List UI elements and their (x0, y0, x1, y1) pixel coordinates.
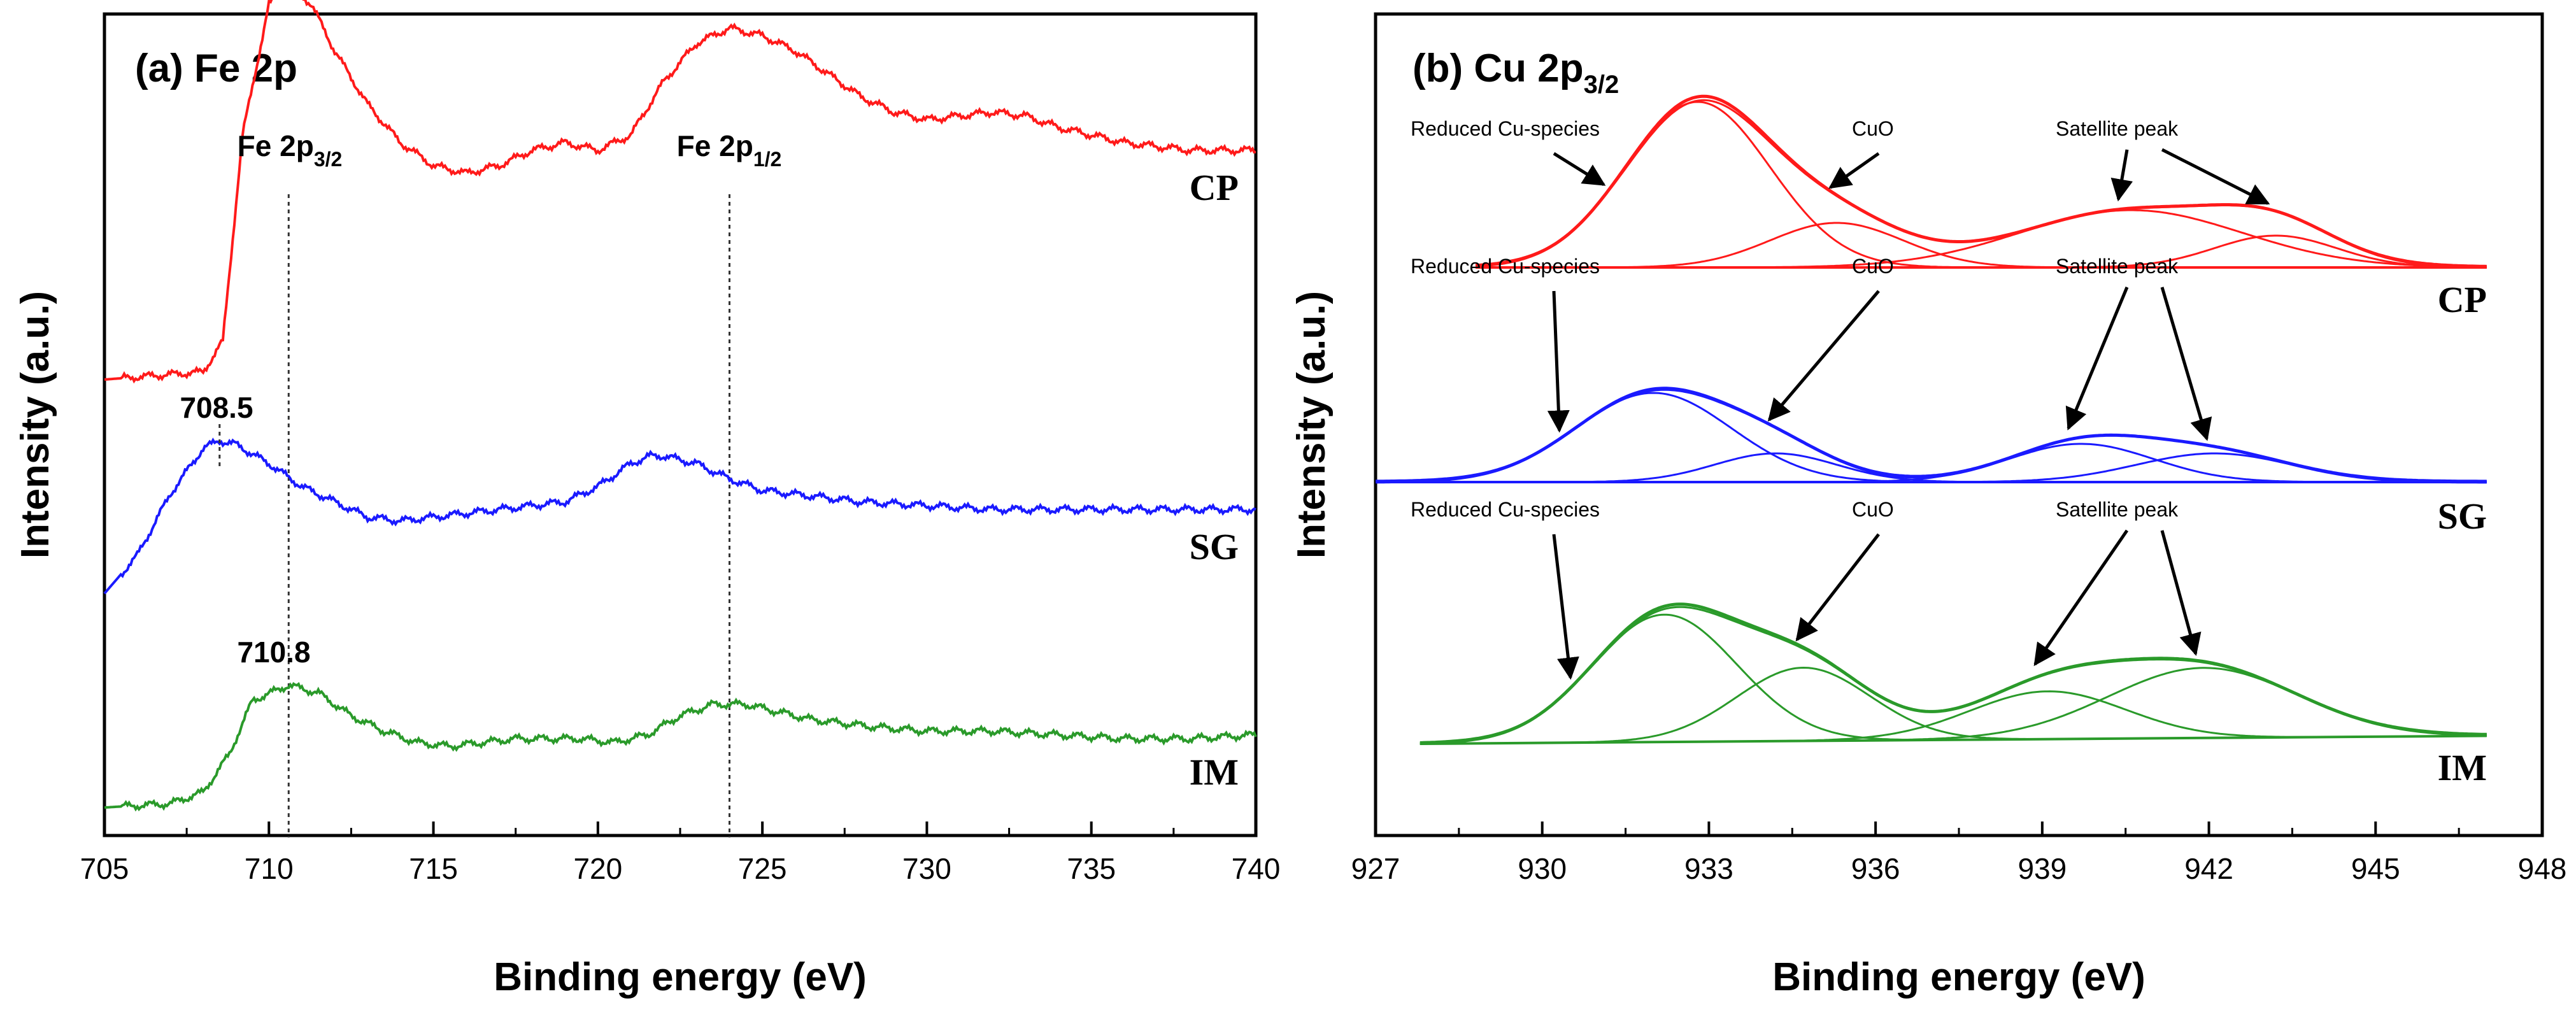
arrow-reduced-cu-species (1547, 290, 1570, 433)
x-tick-label-b: 939 (2017, 852, 2067, 885)
x-tick-label-b: 948 (2518, 852, 2567, 885)
x-tick-label-a: 715 (409, 852, 458, 885)
cu-component-cp-0 (1475, 101, 2487, 269)
arrow-cuo (1767, 290, 1880, 422)
x-axis-ticks-a: 705 710 715 720 725 730 735 740 (80, 821, 1281, 885)
x-tick-label-b: 933 (1684, 852, 1733, 885)
x-tick-label-a: 705 (80, 852, 129, 885)
peak-reference-labels: Fe 2p3/2 Fe 2p1/2 (238, 129, 782, 171)
cu-fit-group-sg (1375, 387, 2487, 484)
label-satellite-peak: Satellite peak (2056, 117, 2179, 140)
fe-curve-cp (104, 0, 1256, 384)
arrow-reduced-cu-species (1553, 152, 1606, 187)
arrow-cuo (1795, 533, 1880, 642)
cu-component-annotations: Reduced Cu-species CuO Satellite peak Reduc… (1411, 117, 2270, 680)
cu-envelope-im (1420, 602, 2487, 745)
x-tick-label-a: 735 (1067, 852, 1116, 885)
x-tick-label-b: 927 (1351, 852, 1400, 885)
sample-label-cp: CP (1190, 167, 1239, 208)
label-satellite-peak: Satellite peak (2056, 498, 2179, 521)
x-tick-label-b: 942 (2184, 852, 2233, 885)
y-axis-label-b: Intensity (a.u.) (1290, 291, 1334, 558)
x-tick-label-a: 730 (902, 852, 951, 885)
sample-label-im: IM (1190, 751, 1239, 793)
arrow-satellite-1 (2033, 529, 2129, 667)
sample-labels-b: CP SG IM (2438, 279, 2487, 788)
cu-fit-group-im (1420, 602, 2487, 745)
x-tick-label-b: 945 (2351, 852, 2400, 885)
x-tick-label-a: 710 (245, 852, 294, 885)
fe-series-curves (103, 0, 1257, 812)
arrow-satellite-1 (2065, 287, 2129, 430)
sample-labels-a: CP SG IM (1190, 167, 1239, 793)
y-axis-label-a: Intensity (a.u.) (13, 291, 57, 558)
cu-component-cp-3 (1476, 234, 2487, 269)
x-tick-label-b: 930 (1518, 852, 1567, 885)
label-reduced-cu-species: Reduced Cu-species (1411, 498, 1600, 521)
label-satellite-peak: Satellite peak (2056, 255, 2179, 278)
peak-reference-label: Fe 2p1/2 (677, 129, 782, 171)
arrow-satellite-2 (2161, 148, 2270, 205)
label-cuo: CuO (1852, 255, 1894, 278)
x-tick-label-a: 725 (738, 852, 787, 885)
peak-reference-lines (287, 194, 730, 837)
panel-title-a: (a) Fe 2p (135, 46, 297, 90)
label-reduced-cu-species: Reduced Cu-species (1411, 255, 1600, 278)
fe-curve-sg (103, 437, 1256, 595)
panel-cu-2p: (b) Cu 2p3/2 927 930 933 936 939 942 945 948 Re… (1290, 12, 2567, 999)
arrow-cuo (1828, 152, 1880, 189)
sample-label-cp: CP (2438, 279, 2487, 320)
arrow-satellite-2 (2160, 530, 2202, 657)
x-tick-label-a: 720 (573, 852, 622, 885)
arrow-satellite-2 (2160, 287, 2212, 441)
sample-label-sg: SG (1190, 526, 1239, 567)
sample-label-sg: SG (2438, 495, 2487, 537)
label-cuo: CuO (1852, 498, 1894, 521)
fe-curve-im (104, 681, 1257, 812)
label-reduced-cu-species: Reduced Cu-species (1411, 117, 1600, 140)
cu-series-fits (1375, 94, 2487, 745)
arrow-satellite-1 (2110, 149, 2133, 202)
cu-fit-cp (1475, 99, 2487, 267)
cu-envelope-sg (1375, 387, 2487, 484)
panel-fe-2p: (a) Fe 2p 705 710 715 720 725 730 735 740 710.8… (13, 0, 1280, 999)
arrow-reduced-cu-species (1552, 534, 1579, 680)
label-cuo: CuO (1852, 117, 1894, 140)
x-axis-ticks-b: 927 930 933 936 939 942 945 948 (1351, 821, 2567, 885)
peak-reference-label: Fe 2p3/2 (238, 129, 343, 171)
x-tick-label-a: 740 (1232, 852, 1281, 885)
cu-envelope-cp (1475, 94, 2487, 269)
x-axis-label-b: Binding energy (eV) (1772, 955, 2145, 999)
cu-fit-group-cp (1475, 94, 2487, 269)
peak-value-label: 710.8 (237, 636, 310, 669)
sample-label-im: IM (2438, 747, 2487, 788)
cu-fit-sg (1375, 388, 2487, 482)
cu-fit-im (1420, 606, 2487, 743)
panel-title-b: (b) Cu 2p3/2 (1413, 46, 1619, 99)
x-axis-label-a: Binding energy (eV) (494, 955, 867, 999)
peak-value-label: 708.5 (180, 391, 253, 424)
x-tick-label-b: 936 (1851, 852, 1900, 885)
